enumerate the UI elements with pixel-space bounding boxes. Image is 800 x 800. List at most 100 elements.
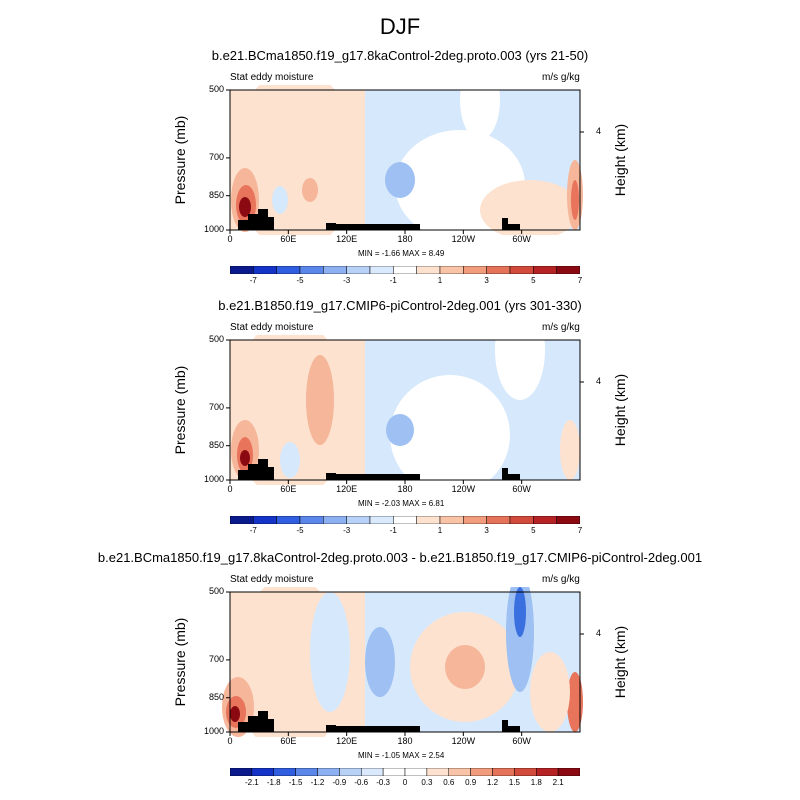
colorbar-swatch [299, 516, 324, 524]
colorbar-swatch [253, 516, 277, 524]
colorbar-swatch [251, 768, 274, 776]
contour-region [445, 645, 485, 689]
terrain-mask [326, 725, 336, 732]
y-tick-label: 500 [208, 586, 224, 596]
colorbar-swatch [557, 768, 580, 776]
colorbar-swatch [486, 516, 511, 524]
terrain-mask [326, 223, 336, 230]
colorbar-label: 5 [531, 526, 536, 535]
y-axis-label: Pressure (mb) [172, 365, 188, 455]
colorbar-swatch [361, 768, 384, 776]
terrain-mask [506, 726, 520, 732]
contour-region [306, 355, 334, 445]
colorbar-swatch [276, 516, 301, 524]
colorbar-swatch [533, 516, 557, 524]
colorbar-swatch [393, 266, 417, 274]
colorbar-label: -0.3 [376, 778, 391, 787]
colorbar-label: -1.8 [266, 778, 281, 787]
colorbar-swatch [439, 516, 464, 524]
colorbar-label: -3 [343, 526, 351, 535]
panel-title: b.e21.B1850.f19_g17.CMIP6-piControl-2deg… [218, 298, 582, 313]
x-tick-label: 60W [512, 736, 531, 746]
y-axis-label-right: Height (km) [612, 625, 628, 699]
x-tick-label: 0 [227, 736, 233, 746]
x-tick-label: 0 [227, 484, 233, 494]
contour-region [390, 375, 510, 485]
panel-title: b.e21.BCma1850.f19_g17.8kaControl-2deg.p… [97, 550, 703, 565]
terrain-mask [502, 720, 508, 732]
colorbar-swatch [346, 516, 371, 524]
terrain-mask [506, 474, 520, 480]
y-tick-label: 1000 [203, 224, 224, 234]
contour-region [530, 652, 570, 732]
contour-plot [222, 587, 584, 737]
y-tick-label: 1000 [203, 726, 224, 736]
x-tick-label: 180 [397, 484, 413, 494]
colorbar-label: 0 [402, 778, 408, 787]
x-tick-label: 120W [451, 484, 476, 494]
colorbar-swatch [463, 516, 487, 524]
contour-region [506, 587, 534, 692]
x-tick-label: 180 [397, 736, 413, 746]
terrain-mask [336, 726, 420, 732]
right-unit-label: m/s g/kg [542, 72, 580, 83]
terrain-mask [258, 459, 268, 480]
contour-region [460, 85, 500, 140]
y-tick-label: 700 [208, 401, 224, 412]
x-tick-label: 120E [336, 736, 358, 746]
colorbar-swatch [299, 266, 324, 274]
y-tick-label: 1000 [203, 474, 224, 484]
y-axis-label-right: Height (km) [612, 123, 628, 197]
x-tick-label: 120E [336, 234, 358, 244]
colorbar-swatch [439, 266, 464, 274]
contour-region [560, 420, 580, 480]
colorbar-label: 1.2 [486, 778, 499, 787]
x-tick-label: 0 [227, 234, 233, 244]
terrain-mask [326, 473, 336, 480]
contour-region [230, 706, 240, 722]
colorbar-swatch [393, 516, 417, 524]
colorbar-label: 1 [437, 526, 443, 535]
x-tick-label: 120W [451, 736, 476, 746]
colorbar-label: -0.9 [332, 778, 347, 787]
colorbar-swatch [426, 768, 449, 776]
x-tick-label: 60E [280, 234, 297, 244]
colorbar-swatch [323, 266, 347, 274]
colorbar [230, 266, 580, 274]
right-unit-label: m/s g/kg [542, 574, 580, 585]
contour-plot [226, 335, 584, 485]
colorbar-label: -5 [296, 526, 304, 535]
colorbar-label: -7 [249, 276, 257, 285]
colorbar [230, 516, 580, 524]
x-tick-label: 60E [280, 484, 297, 494]
contour-plot [226, 85, 584, 235]
terrain-mask [268, 217, 274, 230]
colorbar-swatch [339, 768, 362, 776]
terrain-mask [268, 467, 274, 480]
left-field-label: Stat eddy moisture [230, 322, 314, 333]
terrain-mask [268, 719, 274, 732]
y-tick-label: 500 [208, 84, 224, 94]
colorbar [230, 768, 580, 776]
colorbar-swatch [273, 768, 296, 776]
colorbar-swatch [404, 768, 428, 776]
y-axis-label: Pressure (mb) [172, 617, 188, 707]
contour-region [514, 587, 526, 637]
colorbar-swatch [416, 516, 441, 524]
min-max-readout: MIN = -1.05 MAX = 2.54 [358, 751, 445, 760]
colorbar-swatch [253, 266, 277, 274]
colorbar-swatch [448, 768, 471, 776]
x-tick-label: 60W [512, 234, 531, 244]
colorbar-label: 1 [437, 276, 443, 285]
left-field-label: Stat eddy moisture [230, 72, 314, 83]
contour-region [567, 672, 583, 732]
colorbar-swatch [230, 266, 254, 274]
colorbar-swatch [514, 768, 537, 776]
terrain-mask [502, 468, 508, 480]
colorbar-swatch [230, 516, 254, 524]
x-tick-label: 60E [280, 736, 297, 746]
contour-region [495, 335, 545, 400]
x-tick-label: 120W [451, 234, 476, 244]
terrain-mask [248, 464, 260, 480]
colorbar-swatch [470, 768, 493, 776]
